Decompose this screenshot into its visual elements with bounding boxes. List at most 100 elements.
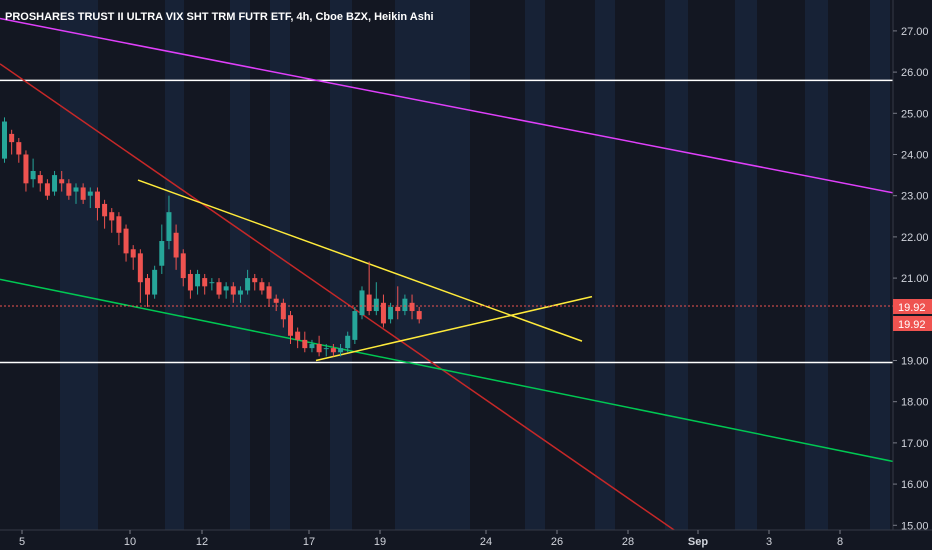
x-tick-label: 19: [374, 536, 386, 548]
candle-body: [30, 170, 36, 180]
last-price-label-2: 19.92: [893, 316, 932, 331]
trend-line: [0, 63, 704, 550]
candle-body: [230, 286, 236, 295]
trend-line: [315, 295, 593, 362]
price-label-text: 19.92: [898, 302, 926, 314]
candle-body: [123, 228, 129, 254]
candle-body: [366, 294, 372, 312]
chart-title: PROSHARES TRUST II ULTRA VIX SHT TRM FUT…: [5, 11, 434, 23]
candle-body: [295, 331, 301, 340]
candle-body: [302, 339, 308, 349]
candle-body: [152, 269, 158, 295]
candle-body: [9, 133, 15, 143]
last-price-label-1: 19.92: [893, 299, 932, 314]
trend-lines: [0, 17, 894, 550]
y-tick-label: 26.00: [901, 67, 929, 79]
candle-body: [73, 187, 79, 192]
candle-body: [37, 175, 43, 184]
x-tick-label: Sep: [688, 536, 708, 548]
horizontal-lines: [0, 79, 893, 364]
session-shade: [735, 0, 757, 530]
x-tick-label: 5: [19, 536, 25, 548]
x-tick-label: 24: [480, 536, 492, 548]
session-shade: [165, 0, 184, 530]
session-shading: [60, 0, 890, 530]
trend-line: [0, 17, 894, 194]
y-tick-label: 23.00: [901, 191, 929, 203]
candle-body: [395, 306, 401, 312]
session-shade: [525, 0, 545, 530]
candle-body: [223, 286, 229, 291]
candle-body: [359, 290, 365, 316]
candle-body: [252, 278, 258, 283]
candle-body: [388, 306, 394, 320]
candle-body: [216, 282, 222, 295]
candle-body: [280, 302, 286, 320]
candle-body: [373, 298, 379, 312]
candle-body: [116, 216, 122, 233]
price-label-bg: [893, 316, 932, 331]
candle-body: [288, 315, 293, 336]
candle-body: [102, 203, 108, 217]
y-tick-label: 27.00: [901, 26, 929, 38]
candle-body: [166, 212, 172, 242]
candle-body: [323, 348, 329, 350]
candles: [2, 117, 422, 357]
y-tick-label: 15.00: [901, 520, 929, 532]
candle-body: [87, 191, 93, 196]
candle-body: [52, 175, 58, 192]
x-axis[interactable]: 5 10 12 17 19 24 26 28 Sep 3 8: [0, 529, 932, 550]
candle-body: [44, 183, 50, 196]
candle-body: [66, 183, 72, 196]
candle-body: [266, 286, 272, 299]
candle-body: [80, 187, 86, 200]
x-tick-label: 3: [766, 536, 772, 548]
y-tick-label: 22.00: [901, 232, 929, 244]
session-shade: [595, 0, 615, 530]
candle-body: [180, 253, 186, 279]
x-axis-background: [0, 530, 932, 550]
candle-body: [16, 142, 22, 155]
price-label-text: 19.92: [898, 319, 926, 331]
y-tick-label: 16.00: [901, 479, 929, 491]
price-label-bg: [893, 299, 932, 314]
x-tick-label: 28: [622, 536, 634, 548]
candle-body: [316, 344, 322, 353]
session-shade: [230, 0, 250, 530]
y-axis-background: [893, 0, 932, 550]
session-shade: [270, 0, 290, 530]
session-shade: [60, 0, 98, 530]
candle-body: [380, 302, 386, 324]
candle-body: [59, 179, 65, 184]
candle-body: [209, 282, 215, 284]
session-shade: [395, 0, 470, 530]
y-tick-label: 25.00: [901, 108, 929, 120]
candle-body: [245, 278, 251, 291]
candle-body: [109, 212, 115, 221]
y-tick-label: 18.00: [901, 397, 929, 409]
y-axis[interactable]: 15.0016.0017.0018.0019.0020.0021.0022.00…: [892, 0, 932, 550]
trend-line: [137, 179, 583, 342]
session-shade: [330, 0, 352, 530]
session-shade: [870, 0, 890, 530]
candle-body: [237, 290, 243, 295]
candle-body: [173, 232, 179, 258]
candle-body: [202, 278, 208, 287]
x-tick-label: 26: [551, 536, 563, 548]
trend-line: [0, 278, 894, 463]
candle-body: [402, 298, 408, 312]
candle-body: [259, 282, 265, 291]
y-tick-label: 19.00: [901, 355, 929, 367]
x-tick-label: 8: [837, 536, 843, 548]
candle-body: [345, 335, 351, 349]
candle-body: [94, 191, 100, 209]
candle-body: [187, 273, 193, 291]
candle-body: [338, 348, 344, 353]
candle-body: [309, 344, 315, 349]
session-shade: [805, 0, 828, 530]
session-shade: [665, 0, 688, 530]
candle-body: [130, 249, 136, 258]
candle-body: [330, 348, 336, 353]
